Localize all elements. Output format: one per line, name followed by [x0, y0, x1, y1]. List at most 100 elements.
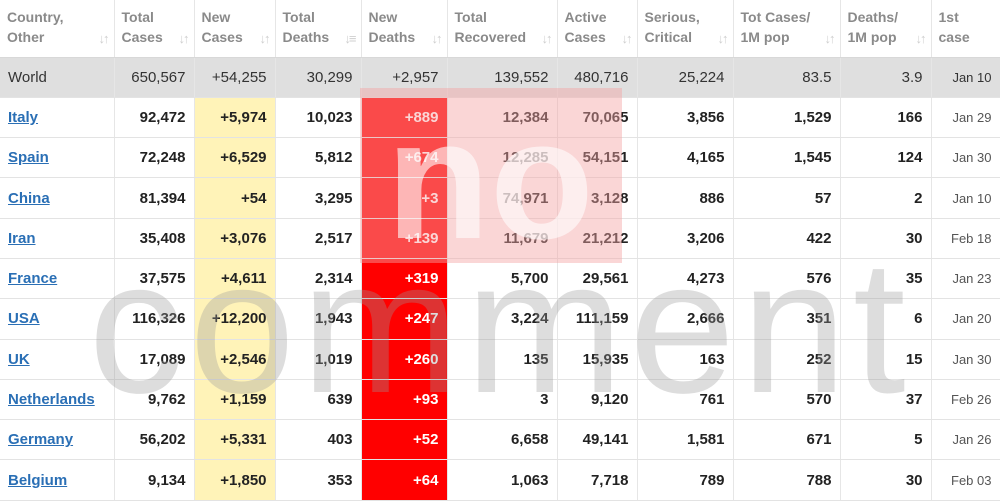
header-country[interactable]: Country, Other ↓↑	[0, 0, 115, 58]
table-row: Belgium 9,134 +1,850 353 +64 1,063 7,718 789 788…	[0, 459, 1000, 501]
sort-icon[interactable]: ↓↑	[178, 30, 190, 46]
cell-serious-critical: 789	[637, 459, 734, 501]
header-total-recovered[interactable]: Total Recovered ↓↑	[447, 0, 558, 58]
cell-new-deaths: +889	[361, 97, 448, 139]
cell-active-cases: 111,159	[557, 298, 638, 340]
cell-active-cases: 15,935	[557, 339, 638, 380]
cell-cases-per-1m: 57	[733, 177, 841, 219]
header-new-deaths[interactable]: New Deaths ↓↑	[361, 0, 448, 58]
cell-total-deaths: 2,314	[275, 258, 362, 300]
header-serious-critical[interactable]: Serious, Critical ↓↑	[637, 0, 734, 58]
header-total-cases[interactable]: Total Cases ↓↑	[114, 0, 195, 58]
cell-deaths-per-1m: 2	[840, 177, 932, 219]
cell-new-deaths: +260	[361, 339, 448, 380]
cell-total-deaths: 1,019	[275, 339, 362, 380]
cell-deaths-per-1m: 124	[840, 137, 932, 179]
country-link[interactable]: China	[8, 189, 50, 207]
country-link[interactable]: Iran	[8, 229, 36, 247]
cell-first-case: Feb 26	[931, 379, 1000, 421]
cell-total-cases: 92,472	[114, 97, 195, 139]
cell-new-deaths: +2,957	[361, 57, 448, 98]
cell-serious-critical: 3,856	[637, 97, 734, 139]
country-link[interactable]: France	[8, 270, 58, 288]
cell-new-deaths: +319	[361, 258, 448, 300]
cell-new-cases: +4,611	[194, 258, 276, 300]
cell-cases-per-1m: 576	[733, 258, 841, 300]
cell-new-deaths: +139	[361, 218, 448, 259]
cell-serious-critical: 2,666	[637, 298, 734, 340]
country-link[interactable]: Italy	[8, 108, 39, 126]
cell-new-deaths: +674	[361, 137, 448, 179]
cell-new-deaths: +64	[361, 459, 448, 501]
cell-active-cases: 9,120	[557, 379, 638, 421]
world-row: World 650,567 +54,255 30,299 +2,957 139,…	[0, 57, 1000, 98]
cell-active-cases: 70,065	[557, 97, 638, 139]
cell-country: Germany	[0, 419, 115, 461]
cell-deaths-per-1m: 37	[840, 379, 932, 421]
cell-deaths-per-1m: 3.9	[840, 57, 932, 98]
header-row: Country, Other ↓↑ Total Cases ↓↑ New Cases…	[0, 0, 1000, 58]
cell-country: Iran	[0, 218, 115, 259]
cell-total-recovered: 12,285	[447, 137, 558, 179]
cell-total-cases: 35,408	[114, 218, 195, 259]
header-deaths-per-1m[interactable]: Deaths/ 1M pop ↓↑	[840, 0, 932, 58]
cell-total-cases: 17,089	[114, 339, 195, 380]
cell-total-recovered: 12,384	[447, 97, 558, 139]
cell-total-cases: 72,248	[114, 137, 195, 179]
cell-serious-critical: 4,165	[637, 137, 734, 179]
cell-cases-per-1m: 788	[733, 459, 841, 501]
header-total-deaths[interactable]: Total Deaths ↓≡	[275, 0, 362, 58]
country-link[interactable]: UK	[8, 350, 30, 368]
cell-active-cases: 54,151	[557, 137, 638, 179]
cell-country: UK	[0, 339, 115, 380]
sort-icon[interactable]: ↓↑	[824, 30, 836, 46]
country-link[interactable]: Netherlands	[8, 391, 95, 409]
cell-total-deaths: 10,023	[275, 97, 362, 139]
cell-country: Belgium	[0, 459, 115, 501]
table-row: China 81,394 +54 3,295 +3 74,971 3,128 886 57 2 Ja…	[0, 177, 1000, 219]
table-row: UK 17,089 +2,546 1,019 +260 135 15,935 163 252 15…	[0, 339, 1000, 380]
country-link[interactable]: USA	[8, 310, 40, 328]
cell-active-cases: 3,128	[557, 177, 638, 219]
sort-icon[interactable]: ↓↑	[431, 30, 443, 46]
header-active-cases[interactable]: Active Cases ↓↑	[557, 0, 638, 58]
cell-active-cases: 21,212	[557, 218, 638, 259]
cell-total-cases: 116,326	[114, 298, 195, 340]
sort-icon[interactable]: ↓↑	[541, 30, 553, 46]
cell-new-cases: +5,974	[194, 97, 276, 139]
sort-icon[interactable]: ↓↑	[98, 30, 110, 46]
cell-new-cases: +5,331	[194, 419, 276, 461]
cell-first-case: Jan 30	[931, 339, 1000, 380]
sort-icon[interactable]: ↓↑	[621, 30, 633, 46]
cell-new-cases: +1,850	[194, 459, 276, 501]
sort-icon[interactable]: ↓↑	[259, 30, 271, 46]
cell-serious-critical: 4,273	[637, 258, 734, 300]
cell-total-deaths: 403	[275, 419, 362, 461]
cell-new-deaths: +247	[361, 298, 448, 340]
header-cases-per-1m[interactable]: Tot Cases/ 1M pop ↓↑	[733, 0, 841, 58]
cell-total-recovered: 135	[447, 339, 558, 380]
cell-new-cases: +6,529	[194, 137, 276, 179]
sort-icon[interactable]: ↓↑	[717, 30, 729, 46]
cell-total-cases: 56,202	[114, 419, 195, 461]
country-link[interactable]: Spain	[8, 149, 49, 167]
cell-cases-per-1m: 671	[733, 419, 841, 461]
cell-new-deaths: +52	[361, 419, 448, 461]
header-first-case[interactable]: 1st case	[931, 0, 1000, 58]
table-row: Spain 72,248 +6,529 5,812 +674 12,285 54,151 4,…	[0, 137, 1000, 179]
cell-total-recovered: 1,063	[447, 459, 558, 501]
sort-icon[interactable]: ↓≡	[344, 30, 356, 46]
cell-new-cases: +3,076	[194, 218, 276, 259]
country-link[interactable]: Germany	[8, 431, 74, 449]
cell-deaths-per-1m: 5	[840, 419, 932, 461]
header-new-cases[interactable]: New Cases ↓↑	[194, 0, 276, 58]
cell-deaths-per-1m: 35	[840, 258, 932, 300]
cell-total-cases: 650,567	[114, 57, 195, 98]
cell-new-cases: +1,159	[194, 379, 276, 421]
country-link[interactable]: Belgium	[8, 471, 68, 489]
sort-icon[interactable]: ↓↑	[915, 30, 927, 46]
cell-total-deaths: 2,517	[275, 218, 362, 259]
cell-country: World	[0, 57, 115, 98]
cell-new-deaths: +3	[361, 177, 448, 219]
cell-first-case: Jan 10	[931, 57, 1000, 98]
